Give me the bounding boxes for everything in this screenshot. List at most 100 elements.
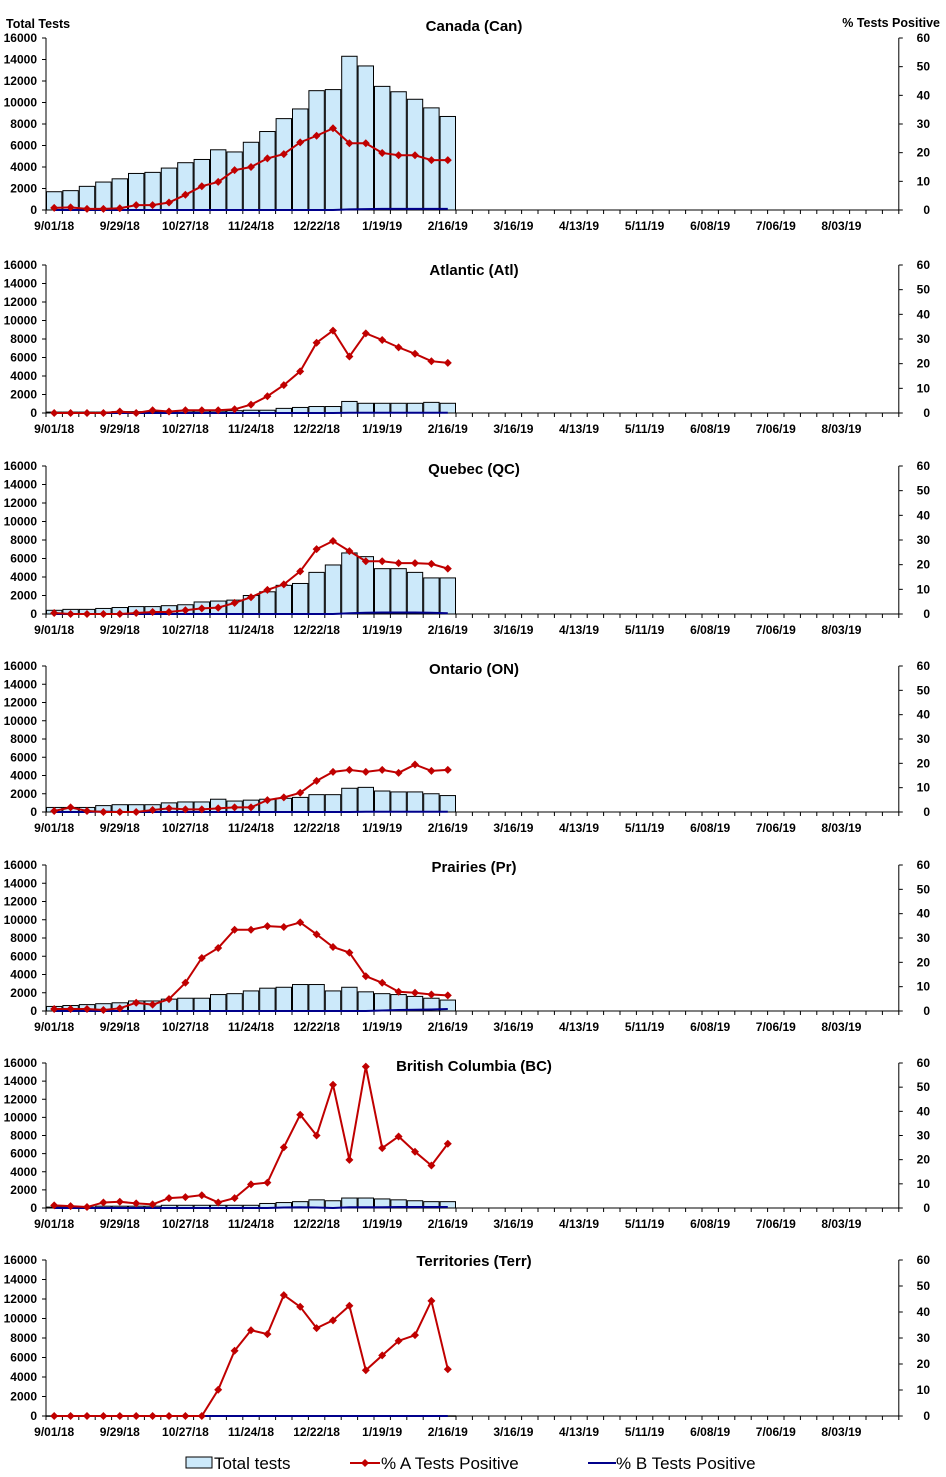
right-tick-label: 20 [917, 1153, 931, 1167]
bar-total-tests [357, 991, 375, 1012]
marker-pct-a [427, 357, 436, 366]
marker-pct-a [50, 1412, 59, 1420]
left-tick-label: 10000 [4, 714, 38, 728]
marker-pct-a [165, 995, 173, 1004]
right-tick-label: 20 [917, 756, 931, 770]
marker-pct-a [296, 138, 305, 147]
left-tick-label: 16000 [4, 659, 38, 673]
marker-pct-a [427, 1161, 436, 1170]
x-tick-label: 12/22/18 [293, 1425, 340, 1439]
bar-total-tests [357, 402, 375, 414]
marker-pct-a [411, 1331, 419, 1340]
marker-pct-a [411, 1147, 419, 1156]
marker-pct-a [427, 1296, 436, 1305]
marker-pct-a [132, 998, 141, 1007]
x-tick-label: 8/03/19 [821, 1020, 861, 1034]
x-tick-label: 4/13/19 [559, 1217, 599, 1231]
marker-pct-a [411, 988, 419, 997]
legend-total: Total tests [214, 1454, 291, 1473]
marker-pct-a [394, 768, 403, 777]
marker-pct-a [197, 406, 206, 415]
x-tick-label: 1/19/19 [362, 1425, 402, 1439]
marker-pct-a [115, 407, 124, 416]
panel-0: Canada (Can) 0 2000 4000 6000 8000 10000 12000 1… [4, 18, 931, 233]
x-tick-label: 8/03/19 [821, 1425, 861, 1439]
marker-pct-a [83, 807, 91, 816]
bar-total-tests [423, 793, 440, 813]
marker-pct-a [329, 326, 337, 335]
marker-pct-a [50, 1201, 59, 1210]
marker-pct-a [181, 1193, 190, 1202]
panel-2: Quebec (QC) 0 2000 4000 6000 8000 10000 12000 14… [4, 459, 931, 637]
x-tick-label: 7/06/19 [756, 821, 796, 835]
x-tick-label: 4/13/19 [559, 623, 599, 637]
marker-pct-a [181, 1412, 190, 1420]
x-tick-label: 11/24/18 [228, 422, 274, 436]
marker-pct-a [66, 1412, 75, 1420]
left-tick-label: 12000 [4, 295, 38, 309]
bar-total-tests [324, 564, 342, 615]
bar-total-tests [275, 584, 293, 615]
x-tick-label: 10/27/18 [162, 219, 209, 233]
bar-total-tests [406, 791, 424, 813]
right-tick-label: 0 [923, 607, 930, 621]
marker-pct-a [132, 201, 141, 210]
right-tick-label: 60 [917, 659, 931, 673]
marker-pct-a [329, 1316, 337, 1325]
left-tick-label: 2000 [10, 787, 37, 801]
marker-pct-a [263, 1178, 272, 1187]
marker-pct-a [197, 805, 206, 814]
x-tick-label: 3/16/19 [493, 623, 533, 637]
marker-pct-a [132, 409, 141, 417]
bar-total-tests [374, 993, 391, 1012]
marker-pct-a [345, 1155, 354, 1164]
bar-total-tests [226, 151, 243, 211]
left-tick-label: 8000 [10, 1129, 37, 1143]
marker-pct-a [197, 604, 206, 613]
x-tick-label: 4/13/19 [559, 821, 599, 835]
marker-pct-a [378, 978, 387, 987]
bar-total-tests [292, 984, 309, 1012]
left-tick-label: 12000 [4, 696, 38, 710]
panel-6: Territories (Terr) 0 2000 4000 6000 8000 10000… [4, 1253, 931, 1439]
marker-pct-a [66, 203, 75, 212]
marker-pct-a [394, 1336, 403, 1345]
right-tick-label: 0 [923, 1201, 930, 1215]
marker-pct-a [427, 766, 436, 775]
marker-pct-a [99, 1006, 108, 1015]
right-tick-label: 50 [917, 683, 931, 697]
x-tick-label: 3/16/19 [493, 219, 533, 233]
x-tick-label: 1/19/19 [362, 623, 402, 637]
marker-pct-a [230, 803, 239, 812]
marker-pct-a [296, 1302, 305, 1311]
marker-pct-a [361, 329, 370, 338]
marker-pct-a [165, 608, 173, 617]
x-tick-label: 11/24/18 [228, 623, 274, 637]
left-tick-label: 12000 [4, 74, 38, 88]
right-tick-label: 40 [917, 907, 931, 921]
marker-pct-a [263, 922, 272, 931]
bar-total-tests [308, 571, 325, 615]
left-tick-label: 2000 [10, 589, 37, 603]
x-tick-label: 6/08/19 [690, 1020, 730, 1034]
x-tick-label: 11/24/18 [228, 1020, 274, 1034]
x-tick-label: 5/11/19 [625, 821, 665, 835]
right-tick-label: 30 [917, 732, 931, 746]
marker-pct-a [66, 409, 75, 417]
left-tick-label: 0 [30, 203, 37, 217]
right-tick-label: 40 [917, 708, 931, 722]
marker-pct-a [66, 1005, 75, 1014]
panel-title: Canada (Can) [426, 18, 523, 35]
x-tick-label: 9/29/18 [100, 219, 140, 233]
x-tick-label: 10/27/18 [162, 1020, 209, 1034]
marker-pct-a [247, 400, 255, 409]
marker-pct-a [361, 557, 370, 566]
marker-pct-a [443, 991, 452, 1000]
right-tick-label: 0 [923, 1004, 930, 1018]
marker-pct-a [148, 806, 157, 815]
bar-total-tests [193, 997, 211, 1012]
left-tick-label: 6000 [10, 1147, 37, 1161]
x-tick-label: 9/01/18 [34, 219, 74, 233]
bar-total-tests [324, 990, 342, 1012]
left-tick-label: 14000 [4, 478, 38, 492]
